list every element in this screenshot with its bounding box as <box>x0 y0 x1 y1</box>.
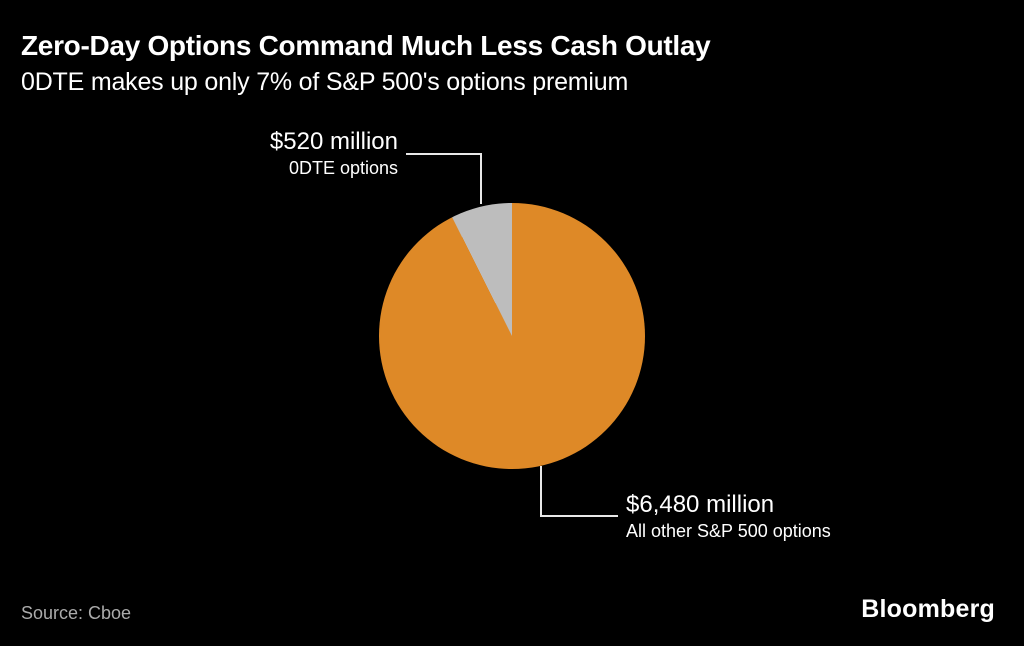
annotation-0dte-value: $520 million <box>269 128 398 155</box>
chart-title: Zero-Day Options Command Much Less Cash … <box>21 30 711 61</box>
annotation-other-value: $6,480 million <box>626 491 775 518</box>
pie-chart <box>379 203 645 469</box>
callout-line-0dte <box>406 153 482 204</box>
source-note: Source: Cboe <box>21 603 132 623</box>
chart-subtitle: 0DTE makes up only 7% of S&P 500's optio… <box>21 68 629 96</box>
annotation-0dte-label: 0DTE options <box>288 158 398 178</box>
annotation-other: $6,480 million All other S&P 500 options <box>626 490 831 543</box>
annotation-other-label: All other S&P 500 options <box>626 521 831 541</box>
annotation-0dte: $520 million 0DTE options <box>270 127 398 180</box>
bloomberg-logo: Bloomberg <box>861 595 995 623</box>
callout-line-other <box>540 466 618 517</box>
